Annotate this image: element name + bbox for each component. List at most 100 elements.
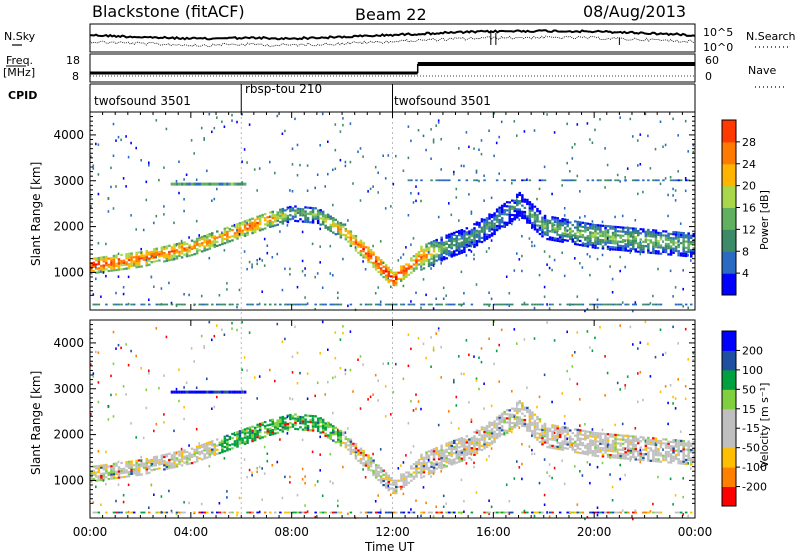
velocity-cell: [594, 436, 597, 439]
power-cell: [412, 201, 415, 204]
power-cell: [357, 245, 360, 248]
velocity-cell: [410, 465, 413, 468]
power-cell: [442, 251, 446, 255]
power-cell: [458, 242, 461, 245]
velocity-cell: [516, 410, 519, 413]
velocity-cell: [586, 330, 589, 333]
velocity-cell: [97, 475, 101, 478]
velocity-cell: [536, 405, 538, 409]
power-cell: [581, 225, 585, 228]
velocity-cell: [311, 415, 315, 418]
velocity-cell: [584, 446, 587, 449]
power-cell: [453, 250, 456, 253]
velocity-cell: [531, 411, 534, 414]
velocity-cell: [221, 446, 224, 450]
velocity-cell: [382, 469, 384, 473]
velocity-cell: [407, 422, 410, 425]
velocity-cell: [677, 511, 680, 514]
velocity-cell: [498, 422, 501, 425]
velocity-cell: [269, 429, 272, 432]
velocity-cell: [97, 471, 101, 474]
power-cell: [195, 239, 199, 242]
velocity-cell: [410, 347, 412, 351]
power-cell: [359, 249, 363, 253]
velocity-cell: [117, 483, 120, 486]
velocity-cell: [248, 428, 252, 431]
velocity-cell: [652, 457, 655, 461]
velocity-cell: [430, 475, 432, 478]
velocity-cell: [616, 511, 620, 514]
power-cell: [596, 246, 600, 250]
power-cell: [657, 303, 660, 306]
power-cell: [160, 250, 164, 253]
velocity-cell: [107, 405, 110, 409]
velocity-cell: [652, 455, 655, 458]
power-cell: [102, 266, 106, 269]
velocity-cell: [261, 467, 263, 470]
power-cell: [576, 220, 580, 223]
velocity-cell: [206, 456, 209, 459]
velocity-cell: [425, 467, 428, 471]
power-cell: [344, 223, 347, 226]
power-cell: [483, 179, 486, 182]
velocity-cell: [531, 432, 534, 435]
power-cell: [382, 269, 385, 272]
velocity-cell: [369, 461, 373, 464]
velocity-cell: [584, 444, 587, 447]
power-cell: [543, 231, 547, 234]
velocity-cell: [258, 424, 262, 428]
power-cell: [163, 303, 166, 306]
velocity-cell: [415, 471, 418, 474]
velocity-cell: [324, 393, 326, 396]
power-cell: [574, 234, 577, 237]
power-cell: [569, 235, 572, 239]
velocity-cell: [372, 393, 374, 396]
power-cell: [664, 143, 667, 147]
power-cell: [427, 260, 431, 264]
power-cell: [667, 234, 670, 237]
velocity-cell: [594, 432, 597, 435]
power-cell: [387, 270, 391, 273]
velocity-cell: [614, 446, 617, 449]
velocity-cell: [561, 442, 564, 445]
velocity-cell: [311, 423, 315, 426]
power-cell: [284, 129, 286, 133]
velocity-cell: [392, 479, 396, 482]
velocity-cell: [669, 457, 673, 460]
power-cell: [110, 261, 113, 264]
power-cell: [606, 239, 610, 242]
velocity-cell: [120, 472, 123, 475]
velocity-cell: [432, 462, 436, 465]
freq-unit-label: [MHz]: [3, 66, 35, 79]
power-cell: [596, 228, 600, 231]
power-cell: [601, 241, 605, 244]
power-cell: [180, 246, 184, 249]
power-cell: [594, 224, 597, 227]
power-cell: [495, 220, 499, 223]
velocity-cell: [327, 426, 330, 429]
velocity-cell: [241, 437, 244, 440]
velocity-cell: [410, 400, 412, 403]
velocity-cell: [639, 450, 643, 453]
power-cell: [142, 254, 146, 257]
velocity-cell: [203, 455, 206, 458]
velocity-cell: [125, 465, 128, 468]
velocity-cell: [178, 450, 181, 453]
power-cell: [543, 233, 547, 236]
power-cell: [420, 258, 423, 261]
power-cell: [223, 229, 227, 232]
power-cell: [533, 218, 537, 221]
velocity-cell: [95, 471, 98, 474]
power-cell: [344, 164, 347, 168]
power-cell: [521, 210, 524, 213]
power-cell: [523, 215, 527, 218]
velocity-cell: [369, 511, 373, 514]
power-cell: [180, 252, 184, 255]
velocity-cell: [102, 476, 106, 479]
power-cell: [581, 244, 585, 247]
power-cell: [425, 257, 428, 261]
velocity-cell: [231, 327, 233, 330]
power-cell: [243, 228, 247, 231]
velocity-cell: [276, 423, 280, 426]
power-cell: [448, 246, 451, 249]
